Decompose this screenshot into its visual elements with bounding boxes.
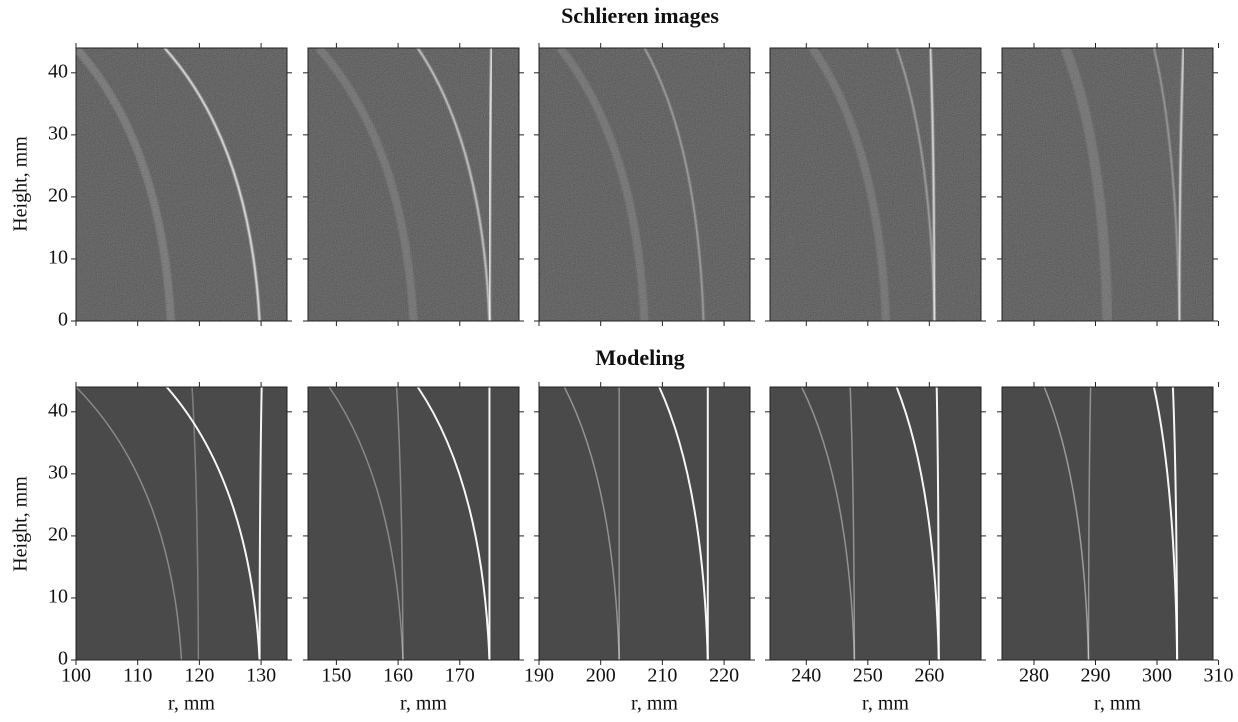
image-panel bbox=[769, 45, 982, 322]
x-axis-label: r, mm bbox=[400, 693, 447, 715]
shock-front bbox=[73, 45, 175, 322]
shock-front bbox=[75, 386, 183, 661]
shock-front bbox=[895, 47, 936, 322]
panel-frame bbox=[538, 386, 751, 661]
panel-frame bbox=[307, 47, 520, 322]
shock-front bbox=[1171, 386, 1179, 661]
panel-background bbox=[539, 387, 750, 660]
x-tick-label: 210 bbox=[647, 665, 677, 687]
x-axis-label: r, mm bbox=[631, 693, 678, 715]
x-tick-label: 110 bbox=[123, 665, 152, 687]
shock-front bbox=[1043, 386, 1090, 661]
shock-front bbox=[563, 386, 620, 661]
x-axis-label: r, mm bbox=[168, 693, 215, 715]
x-tick-label: 100 bbox=[61, 665, 91, 687]
x-tick-label: 280 bbox=[1019, 665, 1049, 687]
x-tick-label: 260 bbox=[914, 665, 944, 687]
x-tick-label: 130 bbox=[246, 665, 276, 687]
x-tick-label: 190 bbox=[524, 665, 554, 687]
shock-front bbox=[1178, 47, 1185, 322]
x-tick-label: 170 bbox=[445, 665, 475, 687]
y-tick-label: 20 bbox=[48, 524, 68, 546]
y-tick-label: 10 bbox=[48, 586, 68, 608]
panel-background bbox=[308, 387, 519, 660]
x-tick-label: 240 bbox=[791, 665, 821, 687]
image-panel bbox=[769, 386, 982, 661]
y-tick-label: 0 bbox=[58, 309, 68, 331]
image-noise bbox=[770, 48, 981, 321]
image-panel bbox=[307, 45, 520, 322]
shock-front bbox=[1087, 386, 1092, 661]
image-panel bbox=[538, 386, 751, 661]
shock-front bbox=[395, 386, 404, 661]
shock-front bbox=[416, 47, 491, 322]
image-panel bbox=[307, 386, 520, 661]
shock-front bbox=[416, 386, 491, 661]
image-panel bbox=[538, 45, 751, 322]
x-tick-label: 300 bbox=[1142, 665, 1172, 687]
x-tick-label: 220 bbox=[709, 665, 739, 687]
shock-front bbox=[935, 386, 940, 661]
shock-front bbox=[929, 47, 936, 322]
panel-frame bbox=[769, 386, 982, 661]
x-tick-label: 120 bbox=[184, 665, 214, 687]
panel-frame bbox=[307, 386, 520, 661]
x-axis-label: r, mm bbox=[1094, 693, 1141, 715]
shock-front bbox=[808, 45, 891, 322]
image-panel bbox=[75, 386, 288, 661]
panel-frame bbox=[75, 47, 288, 322]
image-panel bbox=[73, 45, 288, 322]
y-tick-label: 30 bbox=[48, 461, 68, 483]
shock-front bbox=[800, 386, 856, 661]
shock-front bbox=[556, 45, 649, 322]
y-tick-label: 0 bbox=[58, 648, 68, 670]
x-tick-label: 310 bbox=[1204, 665, 1234, 687]
x-tick-label: 150 bbox=[321, 665, 351, 687]
image-panel bbox=[1001, 46, 1214, 322]
row-title: Schlieren images bbox=[561, 3, 719, 28]
shock-front bbox=[658, 386, 709, 661]
shock-front bbox=[849, 386, 856, 661]
y-tick-label: 20 bbox=[48, 185, 68, 207]
shock-front bbox=[315, 45, 418, 322]
x-tick-label: 200 bbox=[586, 665, 616, 687]
y-tick-label: 10 bbox=[48, 247, 68, 269]
shock-front bbox=[165, 386, 261, 661]
panel-frame bbox=[1001, 386, 1214, 661]
shock-front bbox=[328, 386, 404, 661]
panel-frame bbox=[1001, 47, 1214, 322]
shock-front bbox=[1060, 46, 1113, 322]
shock-front bbox=[163, 47, 261, 322]
shock-front bbox=[488, 47, 493, 322]
y-tick-label: 40 bbox=[48, 60, 68, 82]
x-axis-label: r, mm bbox=[862, 693, 909, 715]
panel-frame bbox=[75, 386, 288, 661]
panel-frame bbox=[538, 47, 751, 322]
shock-front bbox=[191, 386, 200, 661]
y-tick-label: 40 bbox=[48, 399, 68, 421]
panel-frame bbox=[769, 47, 982, 322]
shock-front bbox=[895, 386, 940, 661]
x-tick-label: 290 bbox=[1081, 665, 1111, 687]
shock-front bbox=[1153, 47, 1180, 322]
x-tick-label: 160 bbox=[383, 665, 413, 687]
panel-background bbox=[770, 387, 981, 660]
panel-background bbox=[1002, 387, 1213, 660]
shock-front bbox=[643, 47, 705, 322]
image-panel bbox=[1001, 386, 1214, 661]
panel-background bbox=[76, 387, 287, 660]
y-tick-label: 30 bbox=[48, 122, 68, 144]
row-title: Modeling bbox=[595, 345, 684, 370]
y-axis-label: Height, mm bbox=[10, 476, 32, 572]
x-tick-label: 250 bbox=[853, 665, 883, 687]
y-axis-label: Height, mm bbox=[10, 136, 32, 232]
shock-front bbox=[258, 386, 263, 661]
